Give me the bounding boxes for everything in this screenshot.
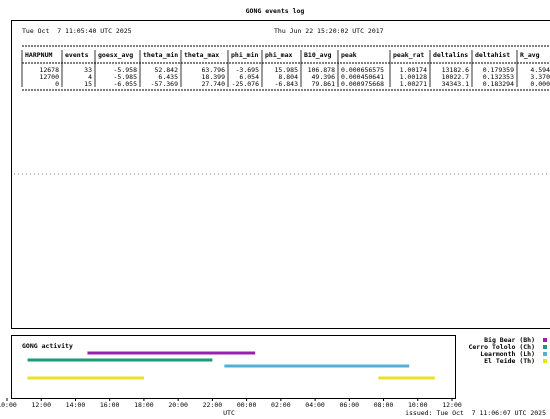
x-tick-label: 12:00 <box>442 401 462 409</box>
table-cell: 3.370 <box>530 73 550 81</box>
legend-swatch <box>543 338 547 342</box>
table-cell: -5.958 <box>114 66 138 74</box>
table-cell: 49.396 <box>312 73 336 81</box>
legend-label: Cerro Tololo (Ch) <box>468 343 535 351</box>
x-tick-label: 16:00 <box>100 401 120 409</box>
table-cell: 4.594 <box>530 66 550 74</box>
activity-bar <box>378 376 435 380</box>
x-tick-label: 22:00 <box>203 401 223 409</box>
activity-bar <box>27 376 144 380</box>
x-tick-label: 18:00 <box>134 401 154 409</box>
activity-title: GONG activity <box>22 342 73 350</box>
x-tick-label: 02:00 <box>271 401 291 409</box>
column-header: deltalins <box>433 51 468 59</box>
x-tick-label: 10:00 <box>0 401 17 409</box>
table-cell: 0.000975668 <box>341 80 384 88</box>
table-cell: 0.183294 <box>483 80 514 88</box>
table-cell: 10022.7 <box>442 73 469 81</box>
table-cell: 4 <box>88 73 92 81</box>
x-tick-label: 04:00 <box>305 401 325 409</box>
table-cell: 63.796 <box>202 66 226 74</box>
x-tick-label: 14:00 <box>66 401 86 409</box>
x-tick-label: 08:00 <box>374 401 394 409</box>
column-header: theta_min <box>143 51 178 59</box>
x-tick-label: 10:00 <box>408 401 428 409</box>
table-cell: 0.132353 <box>483 73 514 81</box>
table-cell: 18.399 <box>202 73 226 81</box>
column-header: events <box>65 51 89 59</box>
column-header: peak_rat <box>393 51 424 59</box>
table-cell: 34343.1 <box>442 80 469 88</box>
activity-bar <box>224 364 410 368</box>
legend-label: Big Bear (Bh) <box>484 336 535 344</box>
time-center: Thu Jun 22 15:20:02 UTC 2017 <box>274 27 384 35</box>
x-tick-label: 12:00 <box>31 401 51 409</box>
table-cell: 6.435 <box>158 73 178 81</box>
table-cell: -3.695 <box>236 66 260 74</box>
table-cell: 33 <box>84 66 92 74</box>
table-cell: 1.00128 <box>400 73 427 81</box>
log-box <box>11 20 550 329</box>
column-header: goesx_avg <box>98 51 133 59</box>
table-cell: 79.861 <box>312 80 336 88</box>
table-cell: 6.054 <box>239 73 259 81</box>
table-cell: 12678 <box>39 66 59 74</box>
time-left: Tue Oct 7 11:05:40 UTC 2025 <box>22 27 132 35</box>
column-header: HARPNUM <box>25 51 52 59</box>
x-tick-label: 20:00 <box>168 401 188 409</box>
table-cell: 15.985 <box>275 66 299 74</box>
x-axis-label: UTC <box>223 409 235 417</box>
table-cell: -57.369 <box>151 80 178 88</box>
table-cell: -6.843 <box>275 80 299 88</box>
legend-label: El Teide (Th) <box>484 357 535 365</box>
table-cell: -25.076 <box>232 80 259 88</box>
table-cell: 52.842 <box>155 66 179 74</box>
table-cell: 0.000656575 <box>341 66 384 74</box>
page-title: GONG events log <box>246 7 305 15</box>
column-header: deltahist <box>475 51 510 59</box>
table-cell: 12700 <box>39 73 59 81</box>
table-cell: -6.055 <box>114 80 138 88</box>
column-header: R_avg <box>520 51 540 59</box>
column-header: phi_max <box>265 51 292 59</box>
legend-swatch <box>543 345 547 349</box>
table-cell: -5.985 <box>114 73 138 81</box>
activity-box <box>11 335 456 399</box>
table-cell: 8.804 <box>278 73 298 81</box>
x-tick-label: 00:00 <box>237 401 257 409</box>
table-cell: 0.000450641 <box>341 73 384 81</box>
table-cell: 27.740 <box>202 80 226 88</box>
table-cell: 0 <box>55 80 59 88</box>
table-cell: 13182.6 <box>442 66 469 74</box>
table-cell: 0.000 <box>530 80 550 88</box>
column-header: B10_avg <box>304 51 331 59</box>
column-header: peak <box>341 51 357 59</box>
legend-swatch <box>543 352 547 356</box>
issued: issued: Tue Oct 7 11:06:07 UTC 2025 <box>405 409 546 417</box>
table-cell: 0.179359 <box>483 66 514 74</box>
table-cell: 1.00271 <box>400 80 427 88</box>
table-cell: 15 <box>84 80 92 88</box>
table-cell: 1.00174 <box>400 66 427 74</box>
table-cell: 106.878 <box>308 66 335 74</box>
x-tick-label: 06:00 <box>340 401 360 409</box>
activity-bar <box>27 358 213 362</box>
legend-swatch <box>543 359 547 363</box>
activity-bar <box>87 351 256 355</box>
column-header: phi_min <box>231 51 258 59</box>
legend-label: Learmonth (Lh) <box>480 350 535 358</box>
column-header: theta_max <box>184 51 219 59</box>
